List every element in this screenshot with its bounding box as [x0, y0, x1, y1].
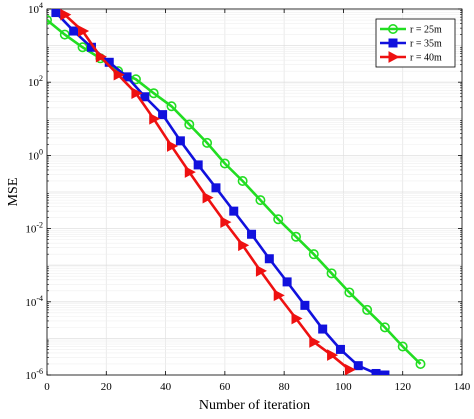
- data-point: [175, 136, 185, 146]
- series-r-40m: [60, 9, 356, 375]
- x-tick-label: 140: [454, 381, 471, 393]
- data-point: [51, 9, 61, 18]
- data-point: [202, 137, 213, 148]
- legend-marker: [387, 23, 398, 34]
- x-tick-label: 100: [335, 381, 352, 393]
- y-tick-label: 10-6: [25, 367, 43, 382]
- data-point: [95, 50, 107, 63]
- data-point: [326, 268, 337, 279]
- data-point: [264, 254, 274, 264]
- data-point: [77, 42, 88, 53]
- y-tick-label: 10-4: [25, 294, 43, 309]
- data-point: [140, 92, 150, 102]
- series-r-35m: [51, 9, 390, 375]
- data-point: [415, 358, 426, 369]
- data-point: [149, 112, 161, 125]
- data-point: [380, 370, 390, 375]
- x-tick-label: 60: [219, 381, 231, 393]
- legend-label: r = 40m: [410, 53, 442, 64]
- data-point: [47, 15, 52, 26]
- y-tick-label: 10-2: [25, 221, 43, 236]
- data-point: [158, 110, 168, 120]
- data-point: [202, 191, 214, 204]
- data-point: [60, 9, 72, 21]
- data-point: [247, 229, 257, 239]
- data-point: [148, 88, 159, 99]
- data-point: [184, 166, 196, 178]
- legend-marker: [388, 38, 398, 48]
- x-tick-label: 40: [160, 381, 172, 393]
- data-point: [122, 72, 132, 82]
- data-point: [219, 158, 230, 169]
- data-point: [59, 29, 70, 40]
- data-point: [130, 74, 141, 85]
- data-point: [166, 101, 177, 112]
- legend: r = 25m r = 35m r = 40m: [375, 18, 456, 68]
- data-point: [362, 304, 373, 315]
- x-axis-label: Number of iteration: [199, 398, 310, 413]
- data-point: [78, 25, 90, 37]
- x-tick-label: 120: [394, 381, 411, 393]
- data-point: [167, 140, 179, 152]
- x-tick-label: 0: [44, 381, 50, 393]
- axes-frame: [46, 8, 463, 376]
- legend-label: r = 35m: [410, 39, 442, 50]
- data-point: [255, 265, 268, 277]
- data-point: [220, 216, 232, 228]
- data-point: [397, 341, 408, 352]
- data-point: [229, 206, 239, 216]
- data-point: [371, 368, 381, 375]
- data-point: [255, 195, 266, 206]
- y-axis-label: MSE: [6, 178, 21, 207]
- data-point: [273, 289, 285, 302]
- data-point: [309, 336, 321, 348]
- data-point: [113, 68, 125, 81]
- data-point: [300, 300, 310, 310]
- data-point: [379, 322, 390, 333]
- data-point: [184, 119, 195, 130]
- data-point: [131, 87, 143, 100]
- data-point: [273, 214, 284, 225]
- data-point: [282, 277, 292, 287]
- data-point: [335, 344, 345, 354]
- y-tick-label: 102: [28, 74, 43, 89]
- data-point: [69, 26, 79, 36]
- data-point: [308, 249, 319, 260]
- data-point: [344, 363, 356, 375]
- data-point: [353, 361, 363, 371]
- data-point: [327, 349, 339, 361]
- data-point: [237, 175, 248, 186]
- data-point: [211, 183, 221, 193]
- y-tick-label: 104: [28, 1, 43, 16]
- data-point: [344, 287, 355, 298]
- data-point: [318, 324, 328, 334]
- x-tick-label: 20: [101, 381, 113, 393]
- legend-label: r = 25m: [410, 25, 442, 36]
- data-point: [238, 239, 250, 252]
- data-point: [291, 312, 303, 325]
- data-point: [193, 160, 203, 170]
- data-point: [290, 231, 301, 242]
- legend-marker: [388, 51, 400, 63]
- y-tick-label: 100: [28, 147, 43, 162]
- x-tick-label: 80: [279, 381, 291, 393]
